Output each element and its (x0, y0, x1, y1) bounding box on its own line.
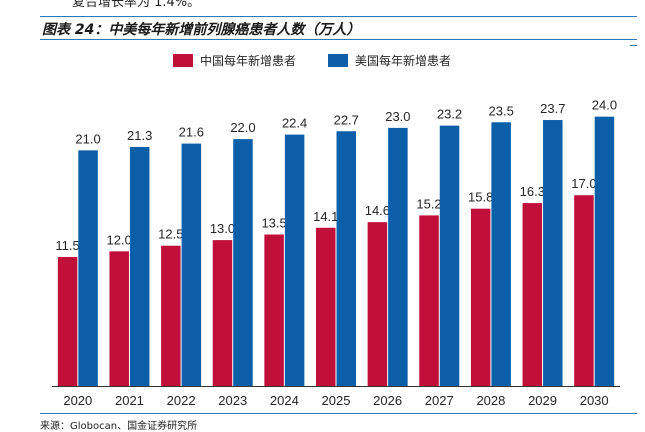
data-label-china-2025: 14.1 (313, 209, 338, 224)
data-label-china-2023: 13.0 (210, 221, 235, 236)
bar-usa-2030 (594, 116, 615, 387)
legend-label-usa: 美国每年新增患者 (355, 53, 451, 68)
bar-usa-2028 (491, 122, 511, 387)
x-tick-label-2020: 2020 (63, 393, 92, 408)
bar-china-2030 (574, 195, 594, 386)
legend-label-china: 中国每年新增患者 (200, 53, 296, 68)
bar-china-2023 (212, 240, 233, 386)
data-label-usa-2029: 23.7 (540, 101, 565, 116)
x-tick-label-2029: 2029 (528, 393, 557, 408)
data-label-usa-2023: 22.0 (230, 120, 255, 135)
legend-swatch-usa (328, 54, 348, 67)
legend-swatch-china (173, 54, 193, 67)
bar-china-2025 (316, 227, 336, 386)
x-tick-label-2030: 2030 (580, 393, 609, 408)
x-tick-label-2022: 2022 (167, 393, 196, 408)
bar-china-2021 (109, 251, 129, 386)
bar-china-2027 (419, 215, 439, 386)
data-label-usa-2021: 21.3 (127, 128, 152, 143)
title-rule (40, 39, 637, 40)
bar-china-2022 (161, 245, 181, 386)
bar-china-2026 (367, 222, 388, 386)
data-label-usa-2022: 21.6 (179, 125, 204, 140)
data-label-usa-2025: 22.7 (334, 112, 359, 127)
bar-china-2024 (264, 234, 284, 386)
figure-title: 图表 24：中美每年新增前列腺癌患者人数（万人） (42, 22, 361, 38)
bar-chart: 中国每年新增患者 美国每年新增患者 11.5 21.0 2020 12.0 21.3 2021… (52, 53, 620, 408)
bar-usa-2024 (284, 134, 305, 386)
data-label-china-2024: 13.5 (261, 216, 286, 231)
x-tick-label-2024: 2024 (270, 393, 299, 408)
data-label-china-2028: 15.8 (468, 190, 493, 205)
bar-china-2028 (470, 208, 491, 386)
data-label-usa-2020: 21.0 (75, 131, 100, 146)
bar-usa-2022 (181, 143, 202, 386)
bar-usa-2026 (388, 127, 408, 386)
data-label-china-2027: 15.2 (416, 196, 441, 211)
data-label-usa-2026: 23.0 (385, 109, 410, 124)
data-label-usa-2027: 23.2 (437, 107, 462, 122)
source-rule (40, 413, 637, 414)
x-tick-label-2028: 2028 (476, 393, 505, 408)
bar-usa-2027 (439, 125, 460, 387)
bar-china-2029 (522, 203, 543, 386)
bar-usa-2025 (336, 131, 356, 386)
data-label-usa-2024: 22.4 (282, 116, 307, 131)
data-label-china-2021: 12.0 (107, 232, 132, 247)
data-label-china-2029: 16.3 (520, 184, 545, 199)
bar-china-2020 (57, 256, 78, 386)
bar-usa-2029 (543, 120, 563, 387)
chart-area: 中国每年新增患者 美国每年新增患者 11.5 21.0 2020 12.0 21.3 2021… (40, 45, 630, 412)
header-rule (40, 16, 637, 17)
bar-usa-2020 (78, 150, 98, 386)
x-tick-label-2027: 2027 (425, 393, 454, 408)
data-label-china-2020: 11.5 (55, 238, 79, 253)
x-tick-label-2025: 2025 (322, 393, 351, 408)
source-note: 来源：Globocan、国金证券研究所 (40, 421, 198, 432)
bar-usa-2023 (233, 139, 253, 386)
data-label-china-2030: 17.0 (571, 176, 596, 191)
x-tick-label-2021: 2021 (115, 393, 144, 408)
x-tick-label-2023: 2023 (218, 393, 247, 408)
data-label-usa-2028: 23.5 (489, 103, 514, 118)
data-label-usa-2030: 24.0 (592, 98, 617, 113)
x-tick-label-2026: 2026 (373, 393, 402, 408)
data-label-china-2022: 12.5 (158, 227, 183, 242)
title-rule-tick (628, 45, 637, 46)
data-label-china-2026: 14.6 (365, 203, 390, 218)
bar-usa-2021 (129, 146, 150, 386)
intro-text-fragment: 复合增长率为 1.4%。 (72, 0, 201, 10)
